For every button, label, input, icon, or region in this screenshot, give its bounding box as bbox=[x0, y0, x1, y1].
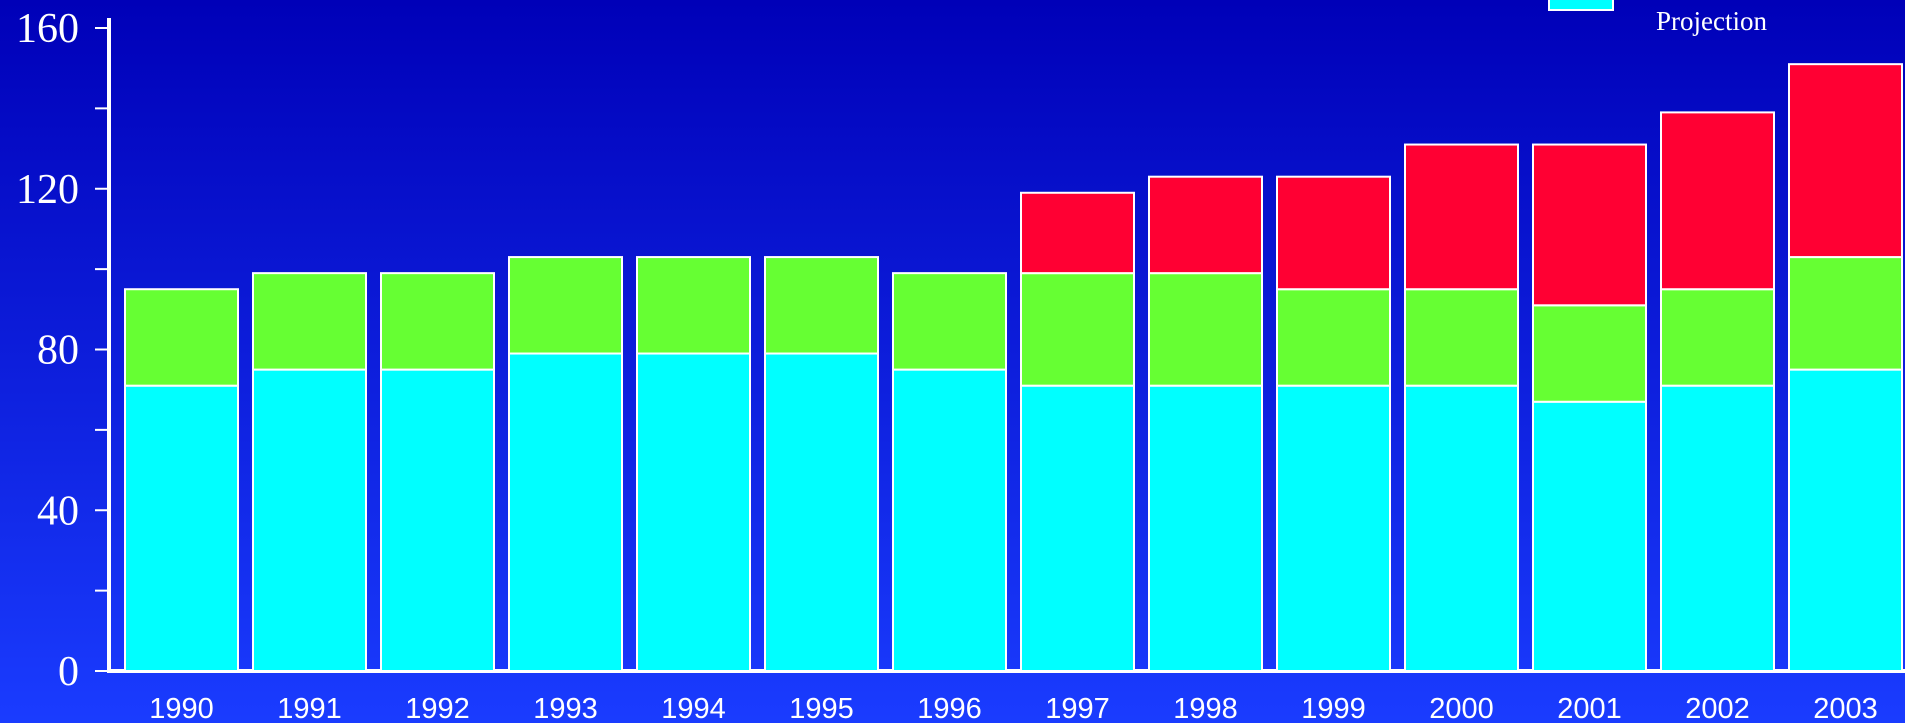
bar-segment bbox=[764, 352, 879, 672]
bar-segment bbox=[892, 368, 1007, 672]
bar-segment bbox=[764, 256, 879, 355]
y-tick-label: 40 bbox=[37, 488, 79, 534]
y-tick-label: 0 bbox=[58, 649, 79, 695]
bar-segment bbox=[1404, 143, 1519, 291]
bar-segment bbox=[1276, 384, 1391, 672]
y-tick-label: 80 bbox=[37, 328, 79, 374]
y-tick-label: 160 bbox=[16, 6, 79, 52]
bar-segment bbox=[1660, 384, 1775, 672]
bar-segment bbox=[1404, 288, 1519, 387]
bar-segment bbox=[124, 288, 239, 387]
bar-segment bbox=[1020, 191, 1135, 275]
bar-segment bbox=[892, 272, 1007, 371]
bar-segment bbox=[1660, 288, 1775, 387]
bar-segment bbox=[1148, 175, 1263, 275]
x-tick-label: 1991 bbox=[277, 693, 342, 723]
bar-segment bbox=[1148, 384, 1263, 672]
bar-segment bbox=[1532, 304, 1647, 403]
bar-segment bbox=[1148, 272, 1263, 387]
bar-segment bbox=[252, 368, 367, 672]
x-tick-label: 1990 bbox=[149, 693, 214, 723]
bar-segment bbox=[1788, 256, 1903, 371]
x-tick-label: 1999 bbox=[1301, 693, 1366, 723]
bar-segment bbox=[380, 368, 495, 672]
bar-segment bbox=[1532, 143, 1647, 307]
x-tick-label: 1996 bbox=[917, 693, 982, 723]
bar-segment bbox=[1788, 63, 1903, 259]
bar-segment bbox=[1020, 384, 1135, 672]
bar-segment bbox=[1788, 368, 1903, 672]
x-tick-label: 1995 bbox=[789, 693, 854, 723]
x-tick-label: 1998 bbox=[1173, 693, 1238, 723]
x-tick-label: 2003 bbox=[1813, 693, 1878, 723]
bar-segment bbox=[1660, 111, 1775, 291]
bar-segment bbox=[1020, 272, 1135, 387]
bar-segment bbox=[508, 352, 623, 672]
bar-segment bbox=[508, 256, 623, 355]
bar-segment bbox=[636, 352, 751, 672]
bar-segment bbox=[252, 272, 367, 371]
bar-segment bbox=[1404, 384, 1519, 672]
x-tick-label: 1992 bbox=[405, 693, 470, 723]
x-tick-label: 1993 bbox=[533, 693, 598, 723]
bar-segment bbox=[636, 256, 751, 355]
legend-label: Projection bbox=[1656, 6, 1767, 36]
x-tick-label: 1997 bbox=[1045, 693, 1110, 723]
bar-segment bbox=[124, 384, 239, 672]
legend-swatch bbox=[1548, 0, 1614, 11]
x-tick-label: 2002 bbox=[1685, 693, 1750, 723]
y-tick-label: 120 bbox=[16, 167, 79, 213]
x-tick-label: 2000 bbox=[1429, 693, 1494, 723]
bar-segment bbox=[380, 272, 495, 371]
bar-segment bbox=[1276, 288, 1391, 387]
x-tick-label: 2001 bbox=[1557, 693, 1622, 723]
x-tick-label: 1994 bbox=[661, 693, 726, 723]
bar-segment bbox=[1276, 175, 1391, 291]
bar-segment bbox=[1532, 400, 1647, 672]
